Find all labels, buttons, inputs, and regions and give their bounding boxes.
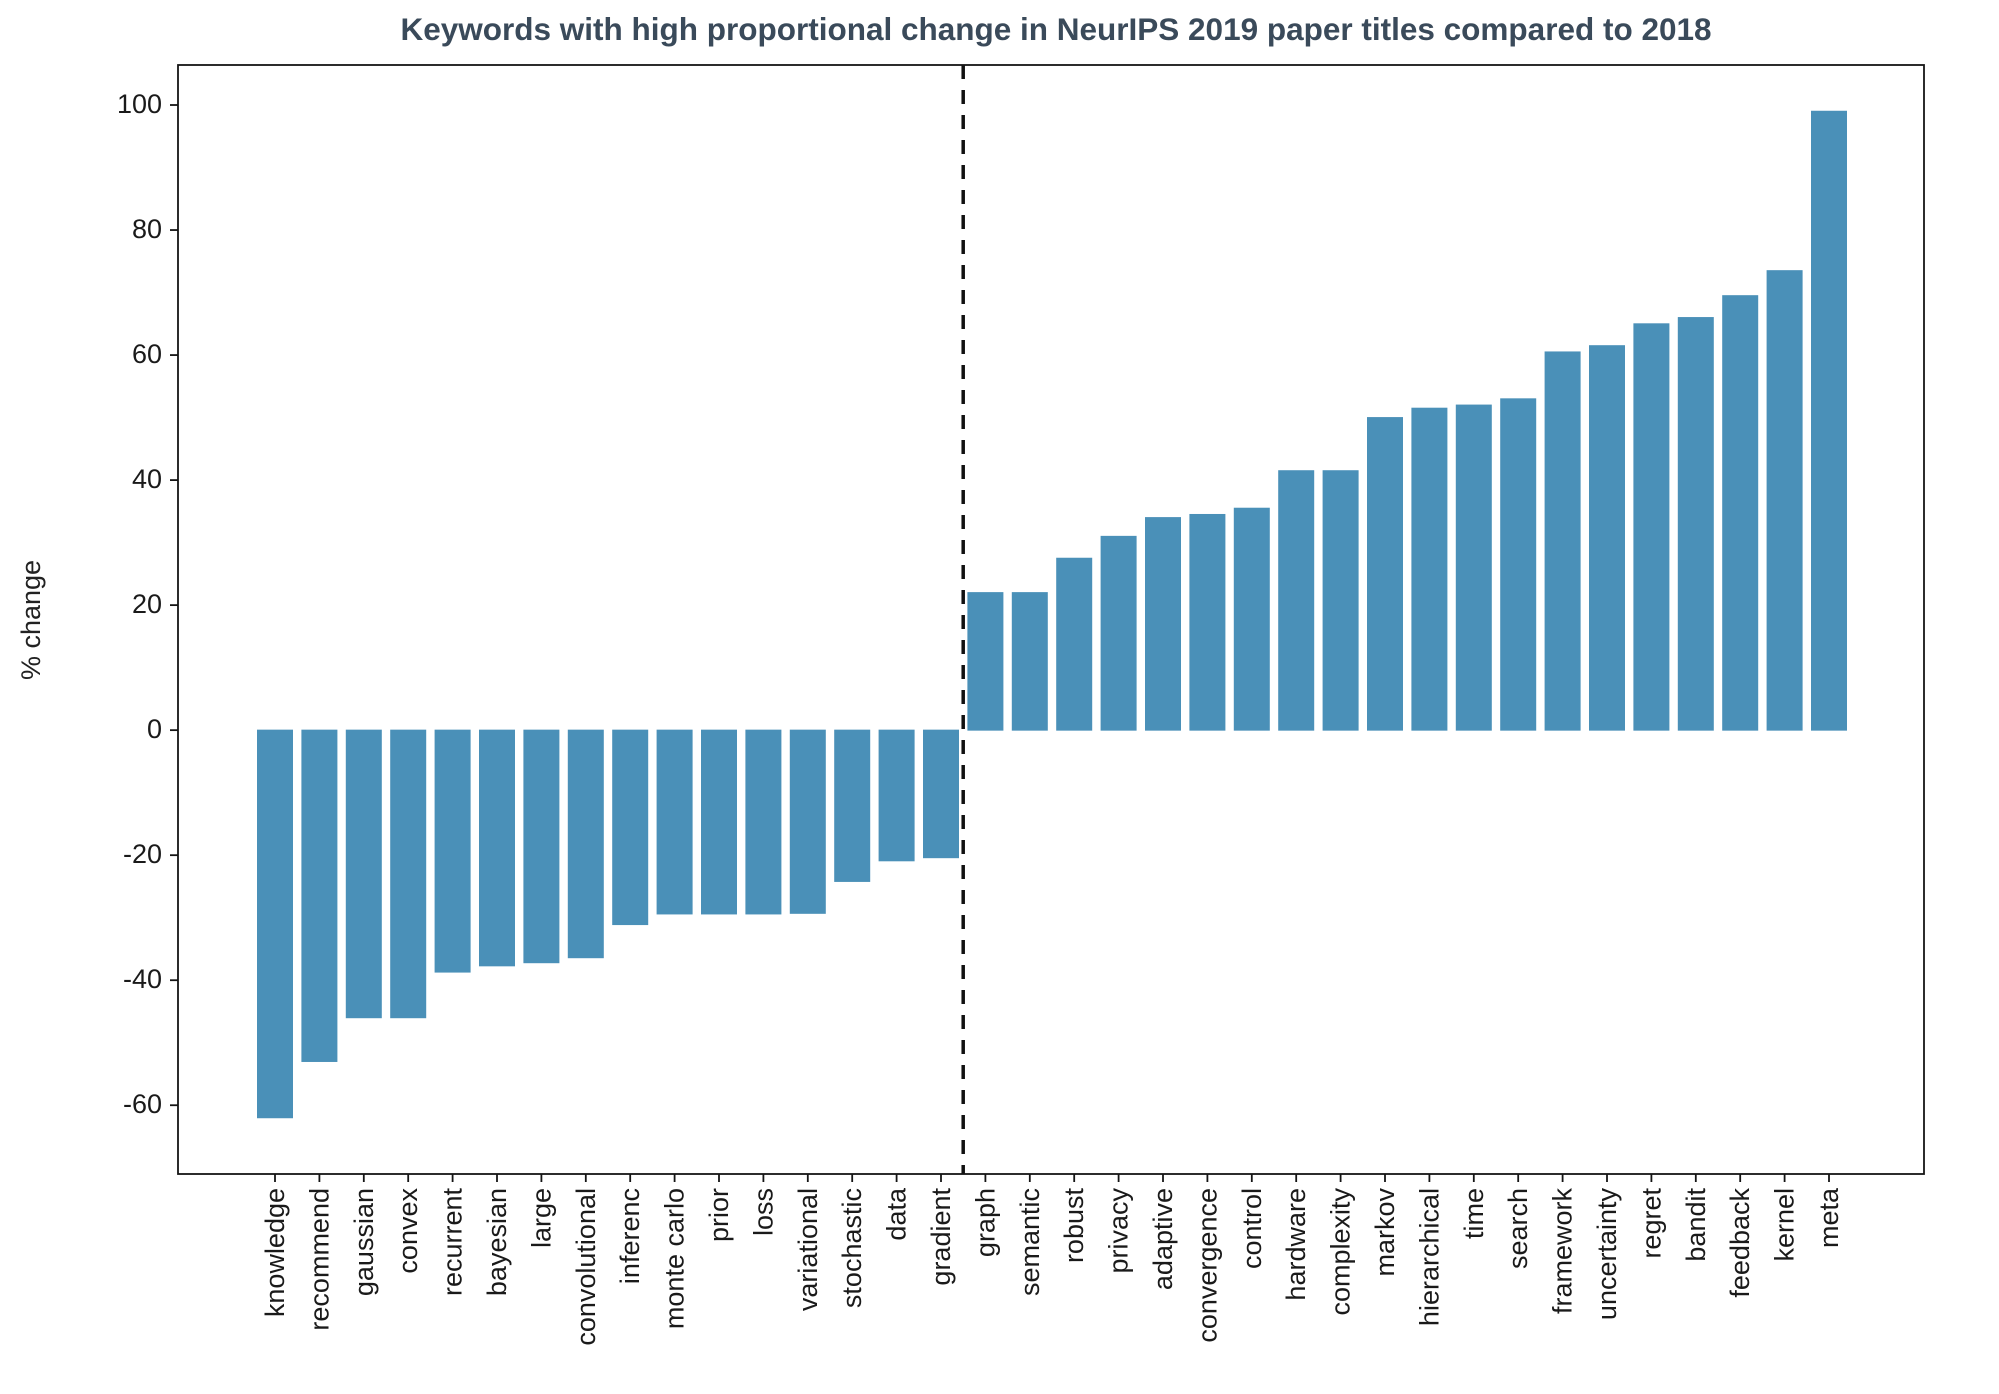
svg-text:-20: -20 [123,839,162,869]
svg-text:convolutional: convolutional [571,1188,601,1346]
svg-text:knowledge: knowledge [260,1188,290,1317]
svg-text:bayesian: bayesian [482,1188,512,1296]
svg-text:% change: % change [16,560,46,680]
svg-text:time: time [1459,1188,1489,1239]
svg-text:uncertainty: uncertainty [1592,1188,1622,1321]
svg-text:20: 20 [132,589,162,619]
svg-text:gaussian: gaussian [349,1188,379,1296]
svg-text:convex: convex [393,1188,423,1274]
svg-text:loss: loss [748,1188,778,1236]
svg-text:data: data [882,1187,912,1241]
svg-text:prior: prior [704,1188,734,1242]
svg-text:search: search [1503,1188,1533,1269]
svg-text:recurrent: recurrent [438,1188,468,1297]
svg-text:complexity: complexity [1326,1188,1356,1316]
svg-text:adaptive: adaptive [1148,1188,1178,1290]
svg-text:recommend: recommend [304,1188,334,1331]
svg-text:100: 100 [117,89,162,119]
svg-text:privacy: privacy [1104,1188,1134,1274]
svg-text:-40: -40 [123,964,162,994]
svg-text:80: 80 [132,214,162,244]
svg-text:large: large [526,1188,556,1248]
svg-text:graph: graph [970,1188,1000,1257]
svg-text:control: control [1237,1188,1267,1269]
svg-text:feedback: feedback [1725,1188,1755,1298]
svg-text:hierarchical: hierarchical [1414,1188,1444,1326]
svg-text:convergence: convergence [1192,1188,1222,1343]
svg-text:monte carlo: monte carlo [660,1188,690,1329]
svg-text:framework: framework [1548,1188,1578,1315]
svg-text:kernel: kernel [1770,1188,1800,1262]
svg-text:bandit: bandit [1681,1188,1711,1262]
svg-text:variational: variational [793,1188,823,1311]
svg-text:0: 0 [147,714,162,744]
svg-text:gradient: gradient [926,1188,956,1286]
svg-text:Keywords with high proportiona: Keywords with high proportional change i… [400,11,1711,47]
svg-text:inferenc: inferenc [615,1188,645,1284]
svg-text:40: 40 [132,464,162,494]
svg-text:meta: meta [1814,1187,1844,1248]
svg-text:regret: regret [1636,1188,1666,1259]
svg-text:hardware: hardware [1281,1188,1311,1301]
svg-text:markov: markov [1370,1188,1400,1277]
svg-text:robust: robust [1059,1188,1089,1264]
svg-text:60: 60 [132,339,162,369]
svg-text:stochastic: stochastic [837,1188,867,1308]
svg-text:semantic: semantic [1015,1188,1045,1296]
svg-text:-60: -60 [123,1089,162,1119]
